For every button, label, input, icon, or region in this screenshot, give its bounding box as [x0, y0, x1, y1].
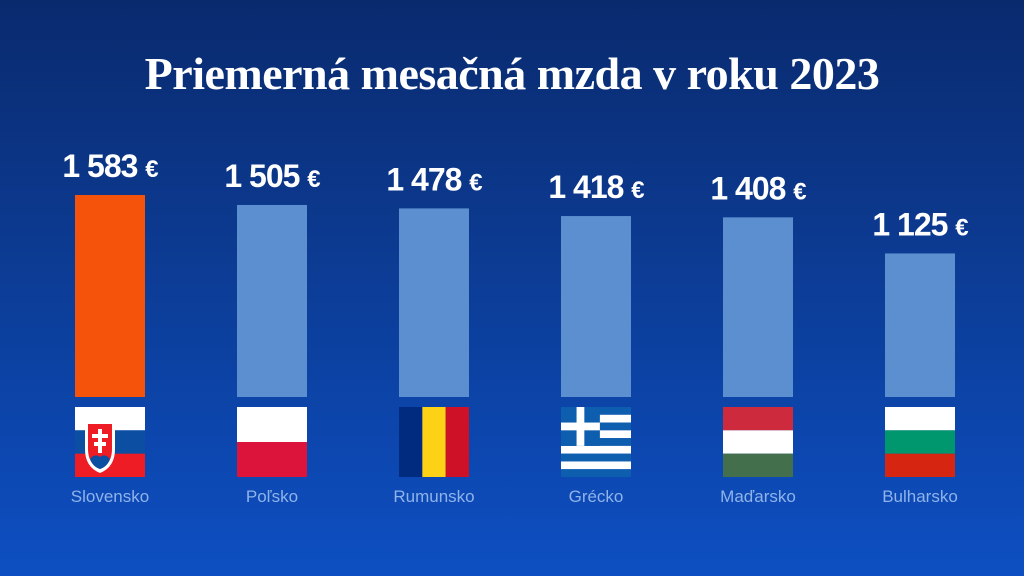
unit-label: €	[955, 214, 968, 241]
bar-madarsko	[723, 217, 793, 397]
flag-romania-icon	[399, 407, 469, 477]
value-label-rumunsko: 1 478 €	[386, 161, 482, 197]
value-label-madarsko: 1 408 €	[710, 170, 806, 206]
unit-label: €	[307, 166, 320, 193]
category-label-madarsko: Maďarsko	[720, 487, 796, 506]
value-label-slovensko: 1 583 €	[62, 148, 158, 184]
category-label-bulharsko: Bulharsko	[882, 487, 958, 506]
value-label-polsko: 1 505 €	[224, 158, 320, 194]
flag-poland-icon	[237, 407, 307, 477]
flag-hungary-icon	[723, 407, 793, 477]
flag-greece-icon	[561, 407, 631, 477]
bar-bulharsko	[885, 253, 955, 397]
category-label-slovensko: Slovensko	[71, 487, 149, 506]
category-label-rumunsko: Rumunsko	[393, 487, 474, 506]
unit-label: €	[469, 169, 482, 196]
bar-polsko	[237, 204, 307, 397]
flag-slovakia-icon	[75, 407, 145, 477]
unit-label: €	[145, 156, 158, 183]
bar-rumunsko	[399, 208, 469, 397]
value-label-grecko: 1 418 €	[548, 169, 644, 205]
category-label-polsko: Poľsko	[246, 487, 298, 506]
bar-grecko	[561, 216, 631, 397]
chart-title: Priemerná mesačná mzda v roku 2023	[144, 48, 880, 99]
flag-bulgaria-icon	[885, 407, 955, 477]
bar-slovensko	[75, 195, 145, 397]
unit-label: €	[793, 178, 806, 205]
value-label-bulharsko: 1 125 €	[872, 206, 968, 242]
category-label-grecko: Grécko	[569, 487, 624, 506]
unit-label: €	[631, 177, 644, 204]
